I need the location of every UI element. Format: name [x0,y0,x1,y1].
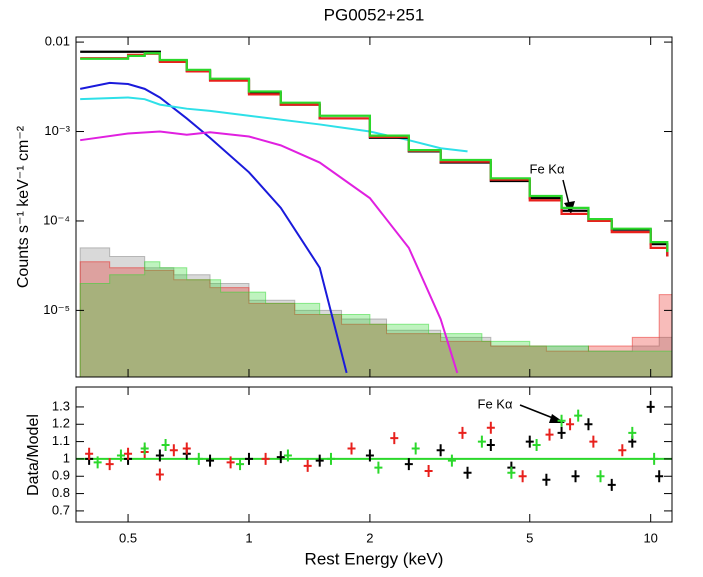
data-point [557,414,566,427]
data-point [545,428,554,441]
data-point [85,447,94,460]
data-point [542,473,551,486]
data-step [80,52,669,257]
plot-area [76,400,672,491]
data-point [486,439,495,452]
x-tick-label: 10 [643,530,657,545]
data-point [571,470,580,483]
data-point [436,444,445,457]
data-point [596,470,605,483]
y-tick-label: 0.01 [45,34,70,49]
data-point [161,439,170,452]
data-point [532,439,541,452]
y-tick-label: 1.1 [52,433,70,448]
data-point [628,426,637,439]
y-tick-label: 10⁻³ [44,123,70,138]
data-point [411,442,420,455]
frame [75,386,673,523]
data-point [404,458,413,471]
data-point [283,449,292,462]
y-tick-label: 0.8 [52,485,70,500]
y-tick-label: 0.9 [52,468,70,483]
data-point [525,435,534,448]
data-point [584,418,593,431]
data-point [244,452,253,465]
data-point [458,426,467,439]
data-point [315,454,324,467]
data-point [477,435,486,448]
data-point [646,400,655,413]
data-point [206,454,215,467]
y-tick-label: 0.7 [52,502,70,517]
data-point [105,458,114,471]
y-tick-label: 10⁻⁵ [43,302,70,317]
data-point [155,468,164,481]
data-point [276,451,285,464]
background-area [79,261,672,377]
data-point [155,449,164,462]
data-point [607,478,616,491]
data-point [347,442,356,455]
data-point [124,447,133,460]
data-point [650,452,659,465]
model-line [80,130,459,374]
frame [75,36,673,378]
data-point [447,454,456,467]
data-point [169,444,178,457]
annotation: Fe Kα [478,396,513,411]
chart-title: PG0052+251 [324,5,425,24]
plot-area [79,50,672,377]
data-point [655,470,664,483]
data-point [236,458,245,471]
data-point [365,449,374,462]
y-tick-label: 1.3 [52,398,70,413]
y-axis-label: Data/Model [25,414,42,496]
data-point [463,466,472,479]
data-point [518,470,527,483]
data-point [424,465,433,478]
data-point [326,452,335,465]
x-tick-label: 0.5 [119,530,137,545]
data-point [507,466,516,479]
data-point [390,432,399,445]
annotation: Fe Kα [530,161,565,176]
data-point [194,452,203,465]
data-point [116,449,125,462]
x-tick-label: 5 [526,530,533,545]
data-point [182,442,191,455]
data-point [574,409,583,422]
model-line [80,96,468,153]
data-point [140,442,149,455]
data-step [80,52,669,252]
data-point [589,435,598,448]
y-tick-label: 1.2 [52,416,70,431]
data-point [261,452,270,465]
data-point [93,456,102,469]
x-tick-label: 1 [245,530,252,545]
background-area [79,261,672,377]
data-point [566,418,575,431]
data-point [618,444,627,457]
data-point [486,421,495,434]
y-axis-label: Counts s⁻¹ keV⁻¹ cm⁻² [15,125,32,288]
y-tick-label: 10⁻⁴ [43,212,70,227]
data-point [374,461,383,474]
data-point [557,426,566,439]
x-axis-label: Rest Energy (keV) [305,549,444,568]
y-tick-label: 1 [63,450,70,465]
model-line [79,81,348,374]
data-point [226,456,235,469]
data-step [80,50,669,257]
data-point [303,459,312,472]
x-tick-label: 2 [366,530,373,545]
